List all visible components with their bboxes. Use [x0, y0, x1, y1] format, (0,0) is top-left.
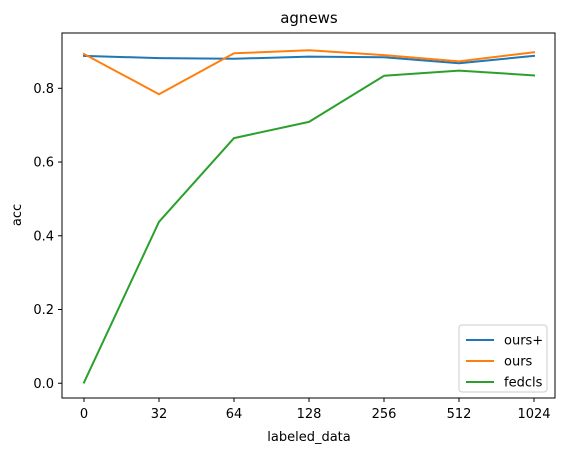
y-tick-label: 0.2 [33, 303, 54, 318]
y-axis-label: acc [10, 204, 25, 226]
x-tick-label: 1024 [517, 407, 550, 422]
chart-title: agnews [280, 9, 338, 27]
series-line-fedcls [82, 69, 536, 384]
series-line-ours [82, 49, 536, 96]
legend-label: ours [504, 355, 533, 370]
x-tick-label: 0 [80, 407, 88, 422]
series-line-ours+ [82, 54, 536, 65]
x-tick-label: 512 [447, 407, 472, 422]
y-tick-label: 0.6 [33, 156, 54, 171]
x-axis-label: labeled_data [267, 430, 350, 445]
y-tick-label: 0.4 [33, 229, 54, 244]
legend-frame [458, 324, 548, 393]
legend-label: fedcls [504, 376, 543, 391]
y-tick-label: 0.0 [33, 377, 54, 392]
legend-label: ours+ [504, 334, 543, 349]
y-tick-label: 0.8 [33, 82, 54, 97]
plot-area-border [61, 32, 556, 399]
x-tick-label: 128 [297, 407, 322, 422]
x-tick-label: 64 [226, 407, 243, 422]
x-tick-label: 256 [372, 407, 397, 422]
x-tick-label: 32 [151, 407, 168, 422]
legend: ours+ ours fedcls [458, 324, 548, 393]
